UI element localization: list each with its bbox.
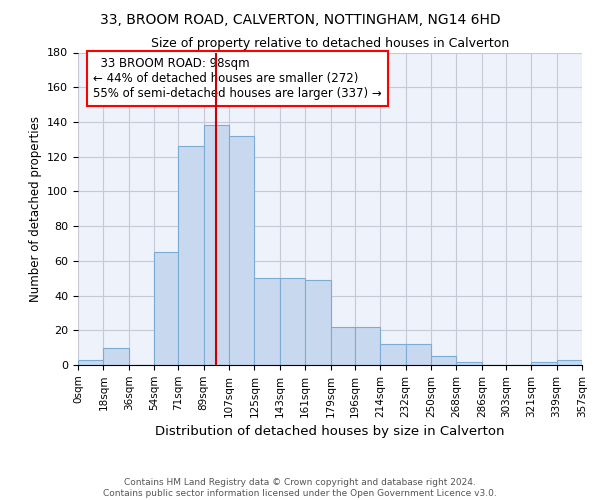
Bar	[305, 280, 331, 365]
Text: Contains HM Land Registry data © Crown copyright and database right 2024.
Contai: Contains HM Land Registry data © Crown c…	[103, 478, 497, 498]
Bar	[178, 146, 203, 365]
Text: 33, BROOM ROAD, CALVERTON, NOTTINGHAM, NG14 6HD: 33, BROOM ROAD, CALVERTON, NOTTINGHAM, N…	[100, 12, 500, 26]
Bar	[431, 356, 457, 365]
Bar	[380, 344, 406, 365]
Bar	[331, 327, 355, 365]
Bar	[280, 278, 305, 365]
Bar	[406, 344, 431, 365]
Title: Size of property relative to detached houses in Calverton: Size of property relative to detached ho…	[151, 37, 509, 50]
Bar	[355, 327, 380, 365]
Bar	[103, 348, 129, 365]
Bar	[78, 360, 103, 365]
Bar	[229, 136, 254, 365]
Bar	[203, 126, 229, 365]
Bar	[531, 362, 557, 365]
Bar	[254, 278, 280, 365]
Bar	[457, 362, 482, 365]
X-axis label: Distribution of detached houses by size in Calverton: Distribution of detached houses by size …	[155, 425, 505, 438]
Y-axis label: Number of detached properties: Number of detached properties	[29, 116, 41, 302]
Bar	[154, 252, 178, 365]
Text: 33 BROOM ROAD: 98sqm  
← 44% of detached houses are smaller (272)
55% of semi-de: 33 BROOM ROAD: 98sqm ← 44% of detached h…	[93, 57, 382, 100]
Bar	[557, 360, 582, 365]
